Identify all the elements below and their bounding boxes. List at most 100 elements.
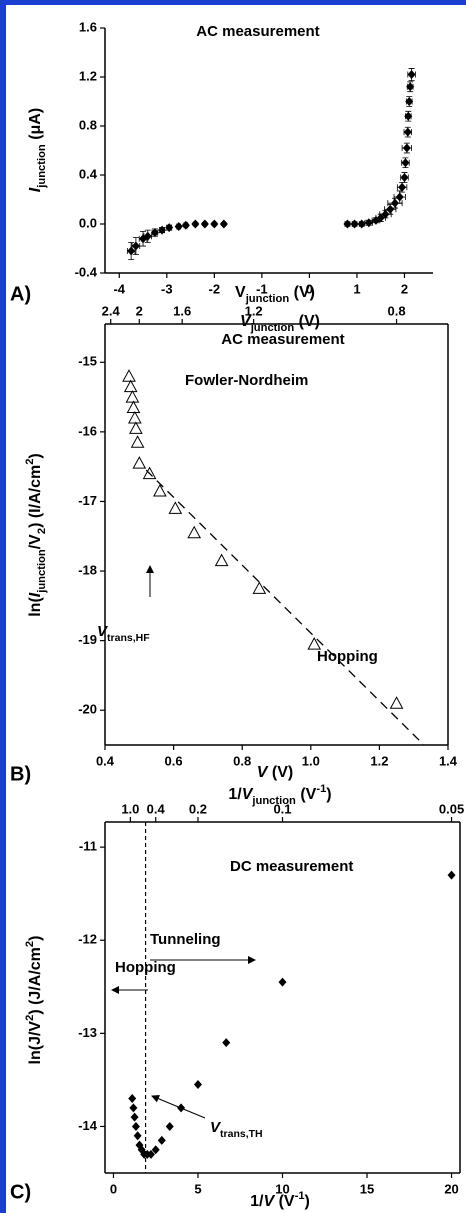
point — [386, 204, 395, 214]
point — [398, 182, 407, 192]
annotation: AC measurement — [221, 331, 344, 348]
y-tick-label: -14 — [78, 1118, 98, 1133]
frame-border — [0, 0, 6, 1213]
point — [402, 143, 411, 153]
fit-line — [145, 469, 425, 746]
point — [132, 456, 147, 469]
label-part: 1/ — [228, 786, 242, 803]
point — [135, 1140, 144, 1150]
point — [364, 218, 373, 228]
panel-label: A) — [10, 283, 31, 305]
point — [400, 172, 409, 182]
point — [129, 421, 143, 434]
point — [168, 501, 183, 514]
point — [278, 977, 287, 987]
x2-tick-label: 2 — [136, 303, 143, 318]
y-tick-label: -20 — [78, 702, 97, 717]
label-part: ) — [27, 453, 44, 458]
y-tick-label: -19 — [78, 632, 97, 647]
y-tick-label: 1.2 — [79, 68, 97, 83]
label-part: ) (I/A/cm — [27, 465, 44, 528]
annotation: AC measurement — [196, 23, 319, 40]
point — [395, 192, 404, 202]
point — [389, 696, 404, 709]
y-axis-label: ln(Ijunction/V2) (I/A/cm2) — [24, 453, 48, 617]
annotation: Tunneling — [150, 931, 221, 948]
y-tick-label: -17 — [78, 493, 97, 508]
label-part: V — [242, 786, 254, 803]
point — [181, 220, 190, 230]
annotation: Vtrans,HF — [97, 623, 150, 644]
label-part: Hopping — [115, 959, 176, 976]
panel-label: B) — [10, 763, 31, 785]
label-part: V — [210, 1119, 222, 1136]
y-tick-label: 0.8 — [79, 117, 97, 132]
point — [130, 435, 145, 448]
point — [125, 390, 140, 403]
point — [403, 127, 412, 137]
x-tick-label: 1.0 — [302, 753, 320, 768]
x2-axis-label: V (V) — [257, 764, 293, 781]
label-part: ) — [27, 936, 44, 941]
point — [404, 111, 413, 121]
label-part: ) — [326, 786, 331, 803]
x-tick-label: 0 — [306, 281, 313, 296]
x-tick-label: 0.8 — [233, 753, 251, 768]
label-part: 2 — [24, 1015, 36, 1021]
y-tick-label: -15 — [78, 354, 97, 369]
label-part: (V) — [294, 313, 320, 330]
panel-label: C) — [10, 1181, 31, 1203]
point — [252, 581, 267, 594]
label-part: V — [263, 1193, 275, 1210]
point — [191, 219, 200, 229]
label-part: 2 — [24, 941, 36, 947]
y-tick-label: 0.0 — [79, 215, 97, 230]
y-axis-label: Ijunction (μA) — [27, 108, 48, 192]
point — [214, 553, 229, 567]
x-tick-label: 1.2 — [370, 753, 388, 768]
point — [210, 219, 219, 229]
label-part: ) — [305, 1193, 310, 1210]
x-tick-label: 5 — [194, 1181, 201, 1196]
label-part: ) (J/A/cm — [27, 947, 44, 1015]
label-part: -1 — [316, 783, 326, 795]
point — [376, 213, 385, 223]
x2-axis-label: Vjunction (V) — [235, 284, 315, 305]
point — [122, 369, 136, 382]
x-tick-label: 2 — [401, 281, 408, 296]
point — [143, 231, 152, 241]
label-part: Fowler-Nordheim — [185, 372, 308, 389]
point — [407, 70, 416, 80]
label-part: I — [27, 592, 44, 597]
point — [200, 219, 209, 229]
label-part: (V) — [289, 284, 315, 301]
label-part: Hopping — [317, 648, 378, 665]
annotation: DC measurement — [230, 858, 353, 875]
x2-tick-label: 1.2 — [245, 303, 263, 318]
point — [131, 241, 140, 251]
x-axis-label: 1/V (V-1) — [250, 1190, 310, 1210]
x2-tick-label: 1.6 — [173, 303, 191, 318]
point — [158, 225, 167, 235]
point — [165, 223, 174, 233]
label-part: junction — [251, 795, 296, 807]
x2-tick-label: 0.05 — [439, 801, 464, 816]
point — [128, 1094, 137, 1104]
point — [151, 1145, 160, 1155]
point — [157, 1135, 166, 1145]
x2-tick-label: 2.4 — [102, 303, 121, 318]
y-tick-label: -16 — [78, 423, 97, 438]
point — [390, 198, 399, 208]
point — [129, 1103, 138, 1113]
point — [381, 209, 390, 219]
label-part: V — [97, 623, 109, 640]
y-tick-label: -18 — [78, 562, 97, 577]
label-part: junction — [250, 322, 295, 334]
point — [222, 1038, 231, 1048]
x2-tick-label: 0.1 — [273, 801, 291, 816]
x2-tick-label: 1.0 — [121, 801, 139, 816]
point — [307, 637, 322, 650]
x-tick-label: 10 — [275, 1181, 289, 1196]
